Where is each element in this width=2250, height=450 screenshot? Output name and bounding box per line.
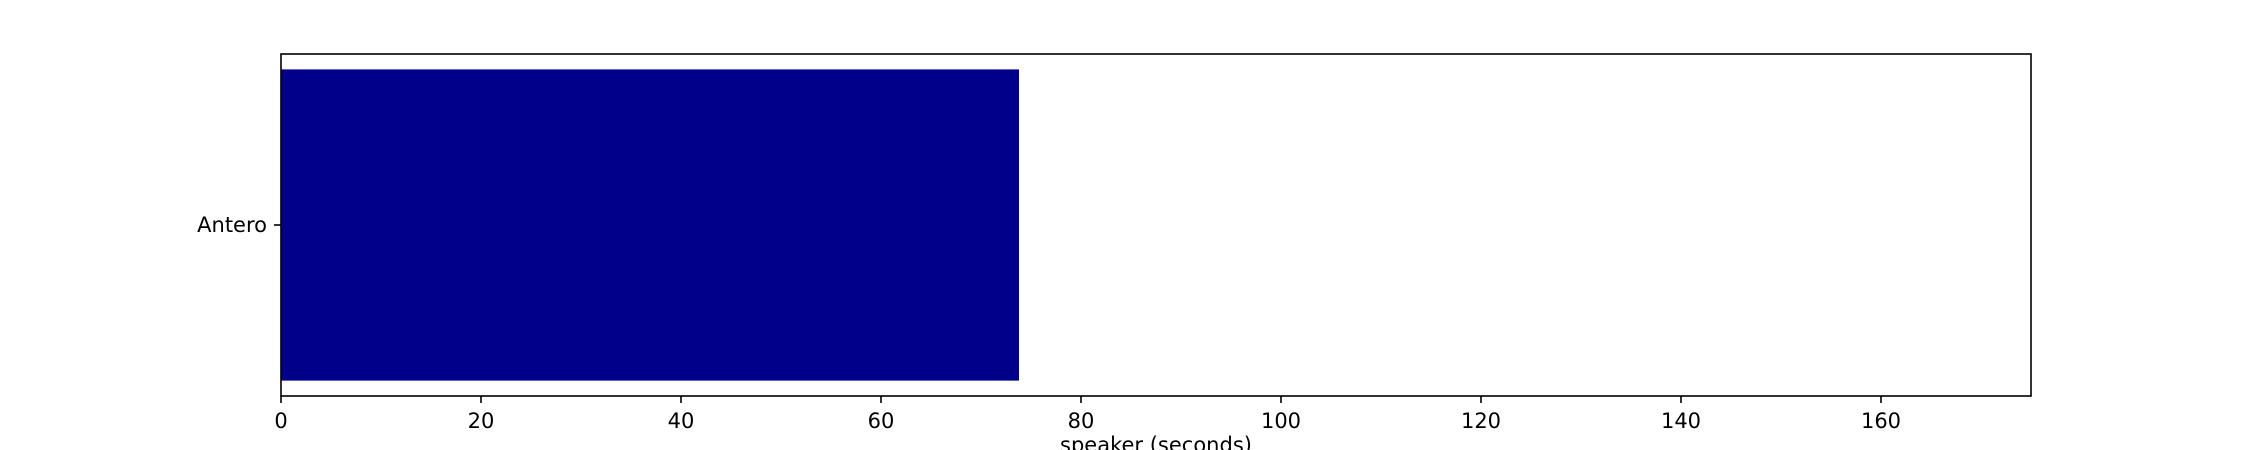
x-axis-ticks: 0 20 40 60 80 100 120 140 160 xyxy=(274,396,1901,433)
x-tick-label: 0 xyxy=(274,409,287,433)
x-tick-label: 120 xyxy=(1461,409,1501,433)
x-tick-label: 40 xyxy=(668,409,695,433)
y-tick-label: Antero xyxy=(197,213,267,237)
x-tick-label: 140 xyxy=(1661,409,1701,433)
x-tick-label: 20 xyxy=(468,409,495,433)
bars-group xyxy=(281,69,1019,381)
x-axis-label: speaker (seconds) xyxy=(1060,433,1252,450)
y-axis-ticks: Antero xyxy=(197,213,281,237)
x-tick-label: 80 xyxy=(1068,409,1095,433)
x-tick-label: 160 xyxy=(1861,409,1901,433)
bar-antero xyxy=(281,69,1019,381)
x-tick-label: 60 xyxy=(868,409,895,433)
x-tick-label: 100 xyxy=(1261,409,1301,433)
